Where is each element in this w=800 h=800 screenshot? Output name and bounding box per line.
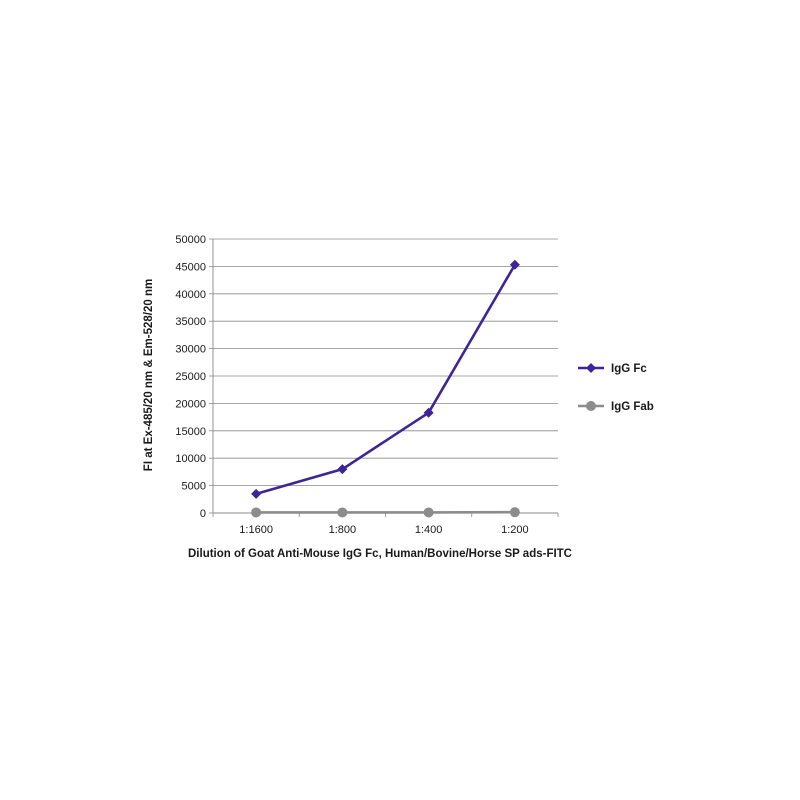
y-tick-label: 25000 xyxy=(175,371,206,383)
y-tick-label: 10000 xyxy=(175,453,206,465)
x-tick-label: 1:1600 xyxy=(239,524,273,536)
data-point-igg-fab xyxy=(251,507,262,518)
y-axis-title: FI at Ex-485/20 nm & Em-528/20 nm xyxy=(143,279,155,471)
y-tick-label: 15000 xyxy=(175,426,206,438)
data-point-igg-fc xyxy=(509,259,520,270)
legend-label-igg-fab: IgG Fab xyxy=(611,401,654,413)
data-point-igg-fc xyxy=(337,464,348,475)
gridlines xyxy=(213,238,558,487)
y-tick-label: 30000 xyxy=(175,344,206,356)
x-tick-label: 1:800 xyxy=(329,524,357,536)
data-point-igg-fc xyxy=(423,407,434,418)
series-line-igg-fc xyxy=(255,264,516,496)
legend-label-igg-fc: IgG Fc xyxy=(611,363,647,375)
data-point-igg-fc xyxy=(251,488,262,499)
legend-marker-igg-fc xyxy=(586,363,596,373)
x-tick-label: 1:400 xyxy=(415,524,443,536)
data-point-igg-fab xyxy=(337,507,348,518)
y-tick-label: 35000 xyxy=(175,316,206,328)
y-tick-label: 45000 xyxy=(175,261,206,273)
y-tick-label: 0 xyxy=(200,508,206,520)
x-axis-title: Dilution of Goat Anti-Mouse IgG Fc, Huma… xyxy=(188,548,572,560)
data-point-igg-fab xyxy=(509,507,520,518)
legend: IgG Fc IgG Fab xyxy=(578,363,654,413)
series-markers xyxy=(251,259,520,518)
y-tick-label: 20000 xyxy=(175,398,206,410)
y-tick-label: 5000 xyxy=(182,481,206,493)
x-tick-label: 1:200 xyxy=(501,524,529,536)
y-tick-label: 40000 xyxy=(175,289,206,301)
series-lines xyxy=(255,264,516,514)
tick-labels: 0 5000 10000 15000 20000 25000 30000 35000 40000… xyxy=(175,234,528,536)
data-point-igg-fab xyxy=(423,507,434,518)
y-tick-label: 50000 xyxy=(175,234,206,246)
legend-marker-igg-fab xyxy=(586,401,596,411)
